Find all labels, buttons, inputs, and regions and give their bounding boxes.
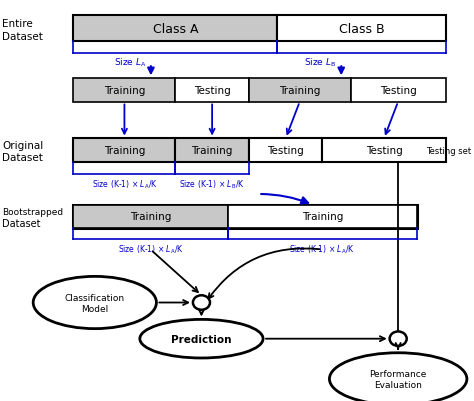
Bar	[351, 79, 446, 102]
Bar	[73, 139, 175, 162]
Bar	[277, 16, 446, 42]
Text: Size $L_\mathregular{A}$: Size $L_\mathregular{A}$	[113, 56, 146, 69]
Text: Testing: Testing	[365, 146, 402, 156]
Text: Training: Training	[104, 146, 145, 156]
Text: Classification: Classification	[65, 294, 125, 302]
Text: Testing set: Testing set	[427, 146, 472, 155]
Text: Training: Training	[191, 146, 233, 156]
Bar	[73, 16, 277, 42]
Bar	[73, 205, 228, 229]
Text: Size $L_\mathregular{B}$: Size $L_\mathregular{B}$	[304, 56, 337, 69]
Text: Model: Model	[81, 305, 109, 314]
Text: Performance: Performance	[369, 369, 427, 378]
Text: Training: Training	[279, 86, 320, 95]
Ellipse shape	[140, 320, 263, 358]
Text: Class B: Class B	[338, 22, 384, 36]
Text: Training: Training	[130, 212, 171, 222]
Text: Size (K-1) $\times$ $L_\mathregular{B}$/K: Size (K-1) $\times$ $L_\mathregular{B}$/…	[179, 178, 245, 190]
Bar	[249, 139, 322, 162]
Text: Original: Original	[2, 141, 44, 151]
Text: Bootstrapped: Bootstrapped	[2, 208, 64, 217]
Text: Entire: Entire	[2, 19, 33, 29]
Text: Dataset: Dataset	[2, 32, 43, 42]
Text: Class A: Class A	[153, 22, 198, 36]
Bar	[249, 79, 351, 102]
Text: Size (K-1) $\times$ $L_\mathregular{A}$/K: Size (K-1) $\times$ $L_\mathregular{A}$/…	[290, 243, 355, 255]
Bar	[322, 139, 446, 162]
Text: Prediction: Prediction	[171, 334, 232, 344]
Text: Size (K-1) $\times$ $L_\mathregular{A}$/K: Size (K-1) $\times$ $L_\mathregular{A}$/…	[91, 178, 157, 190]
Ellipse shape	[33, 277, 156, 329]
Bar	[175, 79, 249, 102]
Text: Training: Training	[104, 86, 145, 95]
Ellipse shape	[329, 353, 467, 401]
Bar	[175, 139, 249, 162]
Text: Size (K-1) $\times$ $L_\mathregular{A}$/K: Size (K-1) $\times$ $L_\mathregular{A}$/…	[118, 243, 183, 255]
Text: Testing: Testing	[380, 86, 417, 95]
Text: Evaluation: Evaluation	[374, 380, 422, 389]
Text: Testing: Testing	[194, 86, 230, 95]
Text: Testing: Testing	[267, 146, 304, 156]
Bar	[73, 205, 417, 229]
Text: Dataset: Dataset	[2, 219, 41, 229]
Bar	[228, 205, 417, 229]
Text: Dataset: Dataset	[2, 153, 43, 163]
Text: Training: Training	[301, 212, 343, 222]
Bar	[73, 79, 175, 102]
